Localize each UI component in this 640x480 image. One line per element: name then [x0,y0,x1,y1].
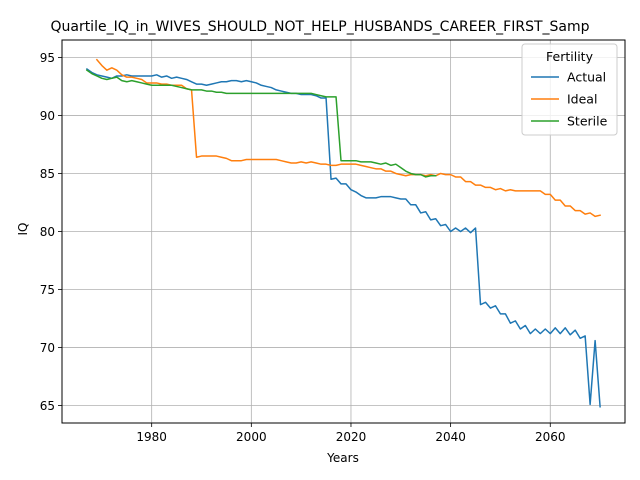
chart-title: Quartile_IQ_in_WIVES_SHOULD_NOT_HELP_HUS… [50,19,589,35]
x-axis-label: Years [326,451,359,465]
legend: Fertility Actual Ideal Sterile [521,43,618,136]
legend-label-ideal: Ideal [567,92,597,107]
legend-box [521,43,618,136]
x-tick-label: 2040 [435,430,466,444]
y-tick-label: 65 [40,399,55,413]
grid [62,40,625,423]
series-line-ideal [95,58,601,218]
series-line-sterile [85,69,437,178]
y-tick-label: 90 [40,109,55,123]
legend-entries: Actual Ideal Sterile [531,70,608,129]
series-lines [85,58,601,408]
x-tick-label: 1980 [136,430,167,444]
y-tick-label: 80 [40,225,55,239]
y-tick-label: 70 [40,341,55,355]
y-tick-label: 95 [40,51,55,65]
y-tick-label: 75 [40,283,55,297]
legend-label-sterile: Sterile [567,114,608,129]
x-tick-label: 2060 [535,430,566,444]
axis-ticks: 1980 2000 2020 2040 2060 65 70 75 80 85 90 95 [40,51,566,444]
y-tick-label: 85 [40,167,55,181]
y-axis-label: IQ [16,223,30,236]
x-tick-label: 2000 [236,430,267,444]
legend-label-actual: Actual [567,70,606,85]
x-tick-label: 2020 [336,430,367,444]
legend-title: Fertility [546,49,594,64]
series-line-actual [85,67,601,408]
